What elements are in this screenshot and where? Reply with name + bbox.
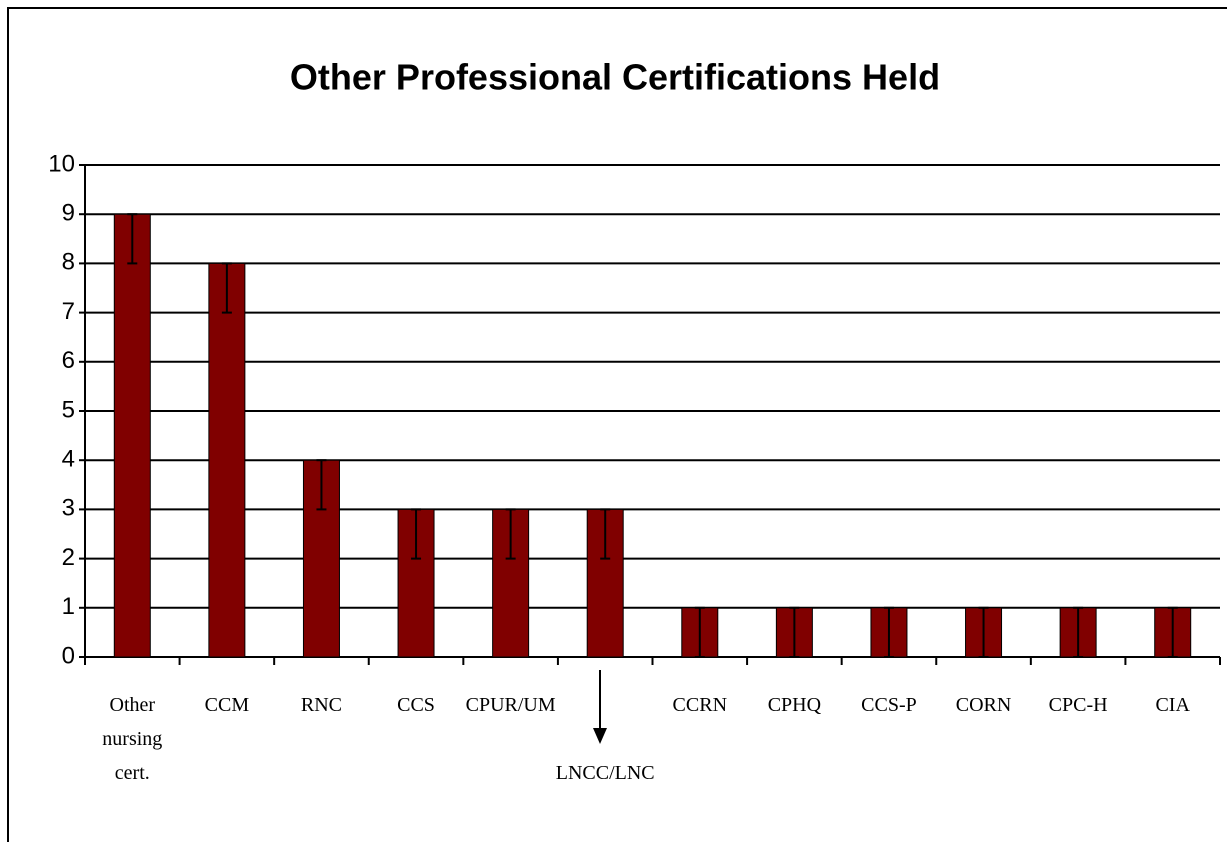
error-bar — [127, 213, 138, 265]
chart-border — [7, 7, 1227, 842]
x-tick-label: CPUR/UM — [465, 694, 556, 716]
bar — [208, 262, 246, 658]
x-tick-label: CCS-P — [861, 694, 917, 716]
x-tick-label: CCRN — [672, 694, 728, 716]
y-tick-label: 10 — [48, 150, 75, 177]
error-bar — [789, 606, 800, 658]
error-bar — [1073, 606, 1084, 658]
bar — [113, 213, 151, 658]
arrow-head — [593, 728, 607, 744]
x-tick-label: LNCC/LNC — [555, 762, 655, 784]
y-tick-label: 0 — [62, 642, 75, 669]
error-bar — [316, 459, 327, 511]
x-tick-label: CPHQ — [767, 694, 822, 716]
y-tick-label: 6 — [62, 347, 75, 374]
y-tick-label: 3 — [62, 495, 75, 522]
y-tick-label: 4 — [62, 446, 75, 473]
x-tick-label: CIA — [1155, 694, 1190, 716]
y-tick-label: 7 — [62, 298, 75, 325]
error-bar — [505, 508, 516, 560]
y-tick-label: 1 — [62, 593, 75, 620]
y-tick-label: 5 — [62, 396, 75, 423]
bar — [397, 508, 435, 658]
x-tick-label: CORN — [955, 694, 1012, 716]
y-tick-label: 8 — [62, 249, 75, 276]
y-tick-label: 9 — [62, 200, 75, 227]
x-tick-label: CCM — [204, 694, 250, 716]
error-bar — [978, 606, 989, 658]
error-bar — [694, 606, 705, 658]
x-tick-label: CCS — [397, 694, 435, 716]
error-bar — [883, 606, 894, 658]
error-bar — [221, 262, 232, 314]
y-tick-label: 2 — [62, 544, 75, 571]
chart-title: Other Professional Certifications Held — [290, 57, 940, 98]
error-bar — [600, 508, 611, 560]
error-bar — [1167, 606, 1178, 658]
x-tick-label: CPC-H — [1048, 694, 1108, 716]
x-tick-label: Other nursing cert. — [102, 694, 163, 784]
x-tick-label: RNC — [300, 694, 343, 716]
error-bar — [411, 508, 422, 560]
